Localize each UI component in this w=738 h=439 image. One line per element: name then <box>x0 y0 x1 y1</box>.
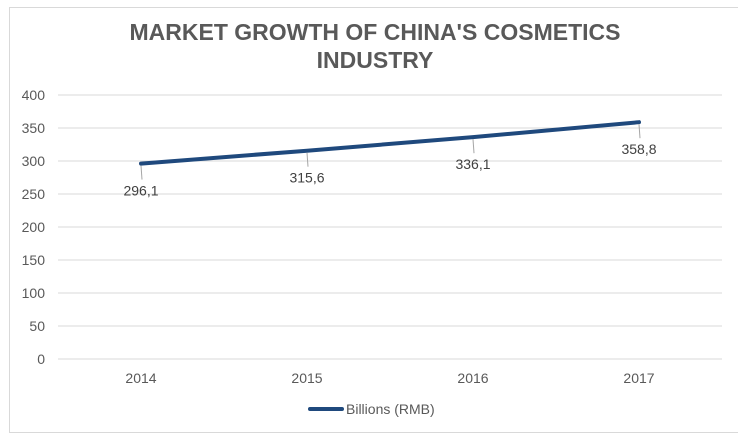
x-tick-label-2016: 2016 <box>457 370 488 386</box>
series-billions-rmb <box>139 120 641 166</box>
y-tick-label-400: 400 <box>22 87 46 103</box>
chart-title: MARKET GROWTH OF CHINA'S COSMETICS INDUS… <box>0 18 738 74</box>
y-tick-label-100: 100 <box>22 285 46 301</box>
legend-label-billions-rmb: Billions (RMB) <box>346 401 435 417</box>
y-axis-ticks: 0 50 100 150 200 250 300 350 400 <box>22 87 46 367</box>
y-tick-label-50: 50 <box>29 318 45 334</box>
y-tick-label-300: 300 <box>22 153 46 169</box>
leader-line-2014 <box>140 165 143 180</box>
leader-line-2015 <box>306 152 309 167</box>
y-tick-label-150: 150 <box>22 252 46 268</box>
data-label-2017: 358,8 <box>621 141 656 157</box>
chart-title-line-2: INDUSTRY <box>316 47 434 73</box>
legend-swatch-billions-rmb <box>308 407 344 411</box>
data-label-2014: 296,1 <box>123 183 158 199</box>
y-tick-label-200: 200 <box>22 219 46 235</box>
y-tick-label-0: 0 <box>37 351 45 367</box>
y-tick-label-250: 250 <box>22 186 46 202</box>
data-labels: 296,1 315,6 336,1 358,8 <box>123 124 657 199</box>
data-label-2015: 315,6 <box>289 170 324 186</box>
legend: Billions (RMB) <box>308 401 435 417</box>
data-label-2016: 336,1 <box>455 156 490 172</box>
x-tick-label-2015: 2015 <box>291 370 322 386</box>
leader-line-2016 <box>472 139 475 154</box>
y-tick-label-350: 350 <box>22 120 46 136</box>
leader-line-2017 <box>638 124 641 139</box>
chart-title-line-1: MARKET GROWTH OF CHINA'S COSMETICS <box>129 19 621 45</box>
chart-frame <box>9 7 738 433</box>
gridlines <box>58 94 722 360</box>
x-tick-label-2014: 2014 <box>125 370 156 386</box>
x-axis-ticks: 2014 2015 2016 2017 <box>125 370 654 386</box>
x-tick-label-2017: 2017 <box>623 370 654 386</box>
series-line-0 <box>139 120 641 166</box>
